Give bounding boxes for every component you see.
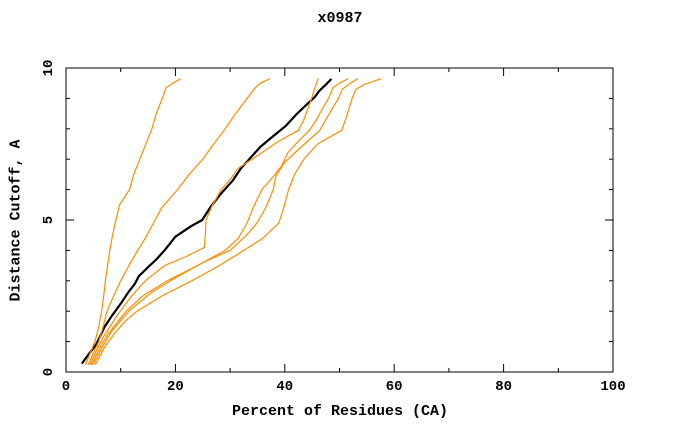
data-line-orange-line-3 xyxy=(89,78,319,365)
x-tick-label: 0 xyxy=(62,379,70,395)
y-axis-label: Distance Cutoff, A xyxy=(7,138,25,302)
x-tick-label: 80 xyxy=(495,379,512,395)
x-tick-label: 20 xyxy=(167,379,184,395)
plot-border xyxy=(65,67,614,373)
y-tick-label: 5 xyxy=(41,216,57,224)
data-line-orange-line-5 xyxy=(92,78,359,365)
data-line-black-line xyxy=(81,78,332,364)
x-tick-label: 100 xyxy=(600,379,625,395)
x-tick-label: 40 xyxy=(276,379,293,395)
y-tick-label: 0 xyxy=(41,368,57,376)
x-tick-label: 60 xyxy=(386,379,403,395)
data-line-orange-line-1 xyxy=(85,78,181,365)
data-line-orange-line-6 xyxy=(94,78,382,365)
data-line-orange-line-2 xyxy=(87,78,271,365)
y-tick-label: 10 xyxy=(41,60,57,77)
data-line-orange-line-4 xyxy=(91,78,349,365)
chart-title: x0987 xyxy=(317,10,363,27)
y-axis-label-box: Distance Cutoff, A xyxy=(0,68,32,372)
x-axis-label: Percent of Residues (CA) xyxy=(231,403,449,420)
